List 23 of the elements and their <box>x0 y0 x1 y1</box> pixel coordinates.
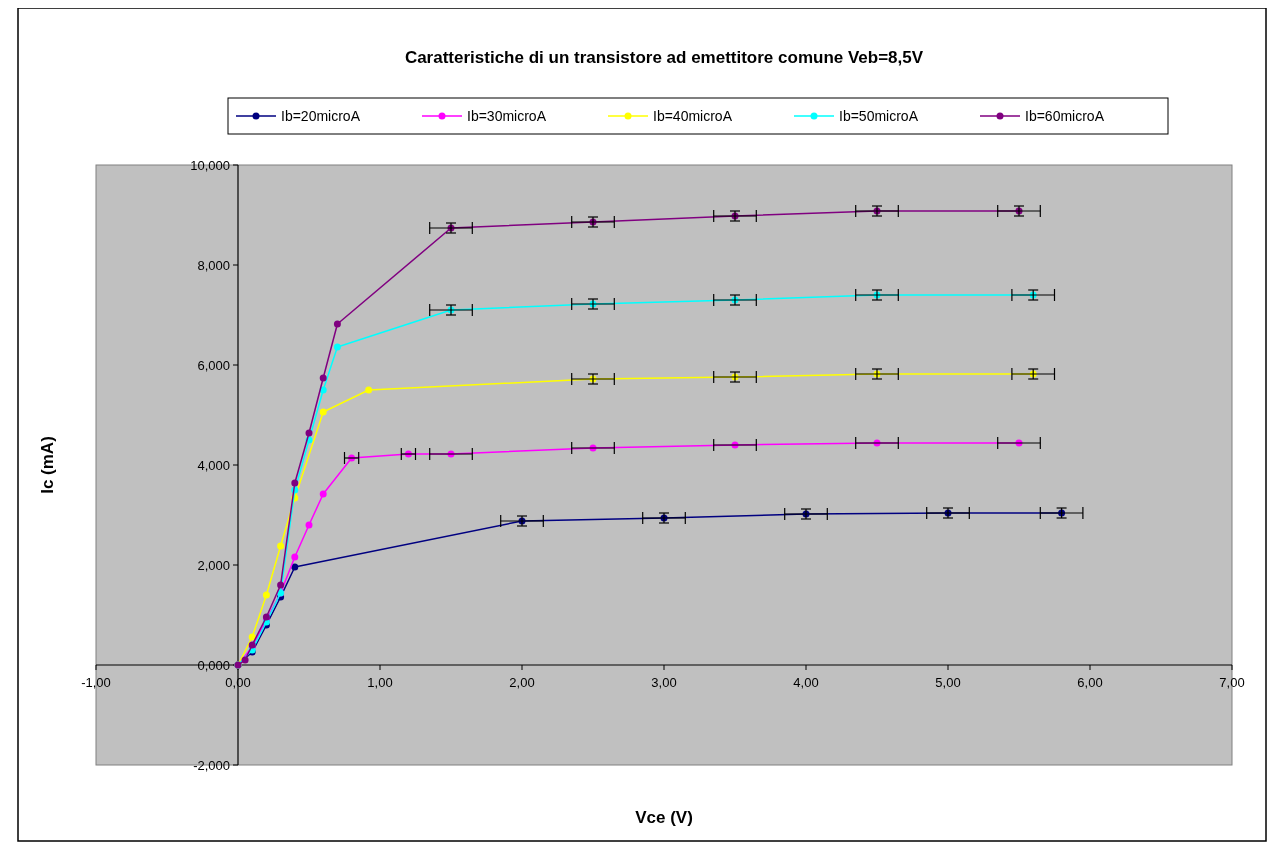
legend-label: Ib=40microA <box>653 108 733 124</box>
x-tick-label: 6,00 <box>1077 675 1103 690</box>
legend-label: Ib=50microA <box>839 108 919 124</box>
x-tick-label: 3,00 <box>651 675 677 690</box>
x-tick-label: 2,00 <box>509 675 535 690</box>
y-axis-title: Ic (mA) <box>38 436 57 494</box>
chart-title: Caratteristiche di un transistore ad emettitore comune Veb=8,5V <box>404 48 924 67</box>
y-tick-label: 0,000 <box>197 658 230 673</box>
legend-label: Ib=20microA <box>281 108 361 124</box>
y-tick-label: 4,000 <box>197 458 230 473</box>
y-tick-label: 10,000 <box>190 158 230 173</box>
legend-label: Ib=60microA <box>1025 108 1105 124</box>
x-tick-label: 7,00 <box>1219 675 1245 690</box>
y-tick-label: 6,000 <box>197 358 230 373</box>
y-tick-label: 2,000 <box>197 558 230 573</box>
x-axis-title: Vce (V) <box>635 808 693 827</box>
x-tick-label: 4,00 <box>793 675 819 690</box>
x-tick-label: 1,00 <box>367 675 393 690</box>
x-tick-label: 5,00 <box>935 675 961 690</box>
y-tick-label: 8,000 <box>197 258 230 273</box>
y-tick-label: -2,000 <box>193 758 230 773</box>
legend-label: Ib=30microA <box>467 108 547 124</box>
x-tick-label: -1,00 <box>81 675 111 690</box>
